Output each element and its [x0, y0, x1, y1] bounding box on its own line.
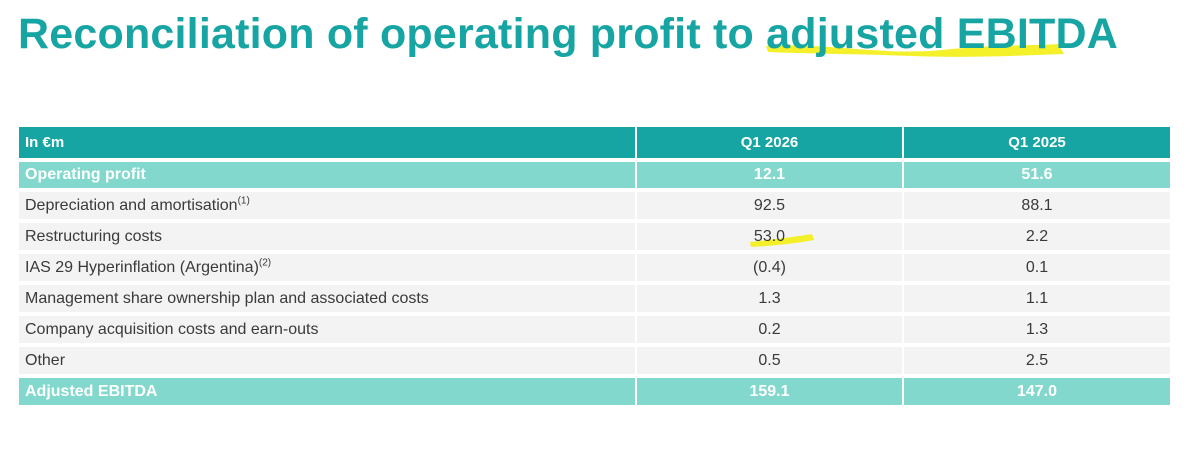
row-label: Operating profit [19, 162, 635, 188]
footnote-marker: (2) [258, 257, 272, 269]
value-q1-2026: 0.5 [635, 347, 902, 374]
value-q1-2025: 88.1 [902, 192, 1170, 219]
value-q1-2026: 159.1 [635, 378, 902, 405]
page-title: Reconciliation of operating profit to ad… [18, 8, 1118, 60]
title-highlight-text: adjusted EBITDA [766, 10, 1118, 58]
footnote-marker: (1) [237, 195, 250, 207]
table-row: IAS 29 Hyperinflation (Argentina)(2) (0.… [19, 254, 1170, 281]
table-header-row: In €m Q1 2026 Q1 2025 [19, 127, 1170, 158]
value-q1-2026: (0.4) [635, 254, 902, 281]
value-q1-2026: 53.0 [753, 227, 786, 245]
table-row: Management share ownership plan and asso… [19, 285, 1170, 312]
table-row: Restructuring costs 53.0 2.2 [19, 223, 1170, 250]
value-q1-2026: 0.2 [635, 316, 902, 343]
row-label: Depreciation and amortisation [25, 196, 238, 214]
value-q1-2025: 2.5 [902, 347, 1170, 374]
title-prefix: Reconciliation of operating profit to [18, 10, 767, 58]
row-label: Adjusted EBITDA [19, 378, 635, 405]
value-q1-2026: 92.5 [635, 192, 902, 219]
adjusted-ebitda-row: Adjusted EBITDA 159.1 147.0 [19, 378, 1170, 405]
row-label: Company acquisition costs and earn-outs [25, 320, 319, 338]
value-q1-2025: 51.6 [902, 162, 1170, 188]
reconciliation-table-container: In €m Q1 2026 Q1 2025 Operating profit 1… [19, 127, 1170, 409]
value-q1-2026: 12.1 [635, 162, 902, 188]
row-label: Other [25, 351, 66, 369]
table-row: Company acquisition costs and earn-outs … [19, 316, 1170, 343]
value-q1-2025: 0.1 [902, 254, 1170, 281]
value-q1-2025: 1.1 [902, 285, 1170, 312]
row-label: Management share ownership plan and asso… [25, 289, 429, 307]
column-header-q1-2025: Q1 2025 [902, 127, 1170, 158]
row-label: IAS 29 Hyperinflation (Argentina) [25, 258, 259, 276]
value-q1-2025: 2.2 [902, 223, 1170, 250]
value-q1-2025: 1.3 [902, 316, 1170, 343]
value-q1-2026: 1.3 [635, 285, 902, 312]
table-row: Depreciation and amortisation(1) 92.5 88… [19, 192, 1170, 219]
reconciliation-table: In €m Q1 2026 Q1 2025 Operating profit 1… [19, 123, 1170, 409]
operating-profit-row: Operating profit 12.1 51.6 [19, 162, 1170, 188]
column-header-q1-2026: Q1 2026 [635, 127, 902, 158]
title-highlight: adjusted EBITDA [766, 8, 1118, 60]
row-label: Restructuring costs [25, 227, 162, 245]
value-q1-2025: 147.0 [902, 378, 1170, 405]
column-header-unit: In €m [19, 127, 635, 158]
table-row: Other 0.5 2.5 [19, 347, 1170, 374]
highlighted-value: 53.0 [749, 227, 814, 247]
